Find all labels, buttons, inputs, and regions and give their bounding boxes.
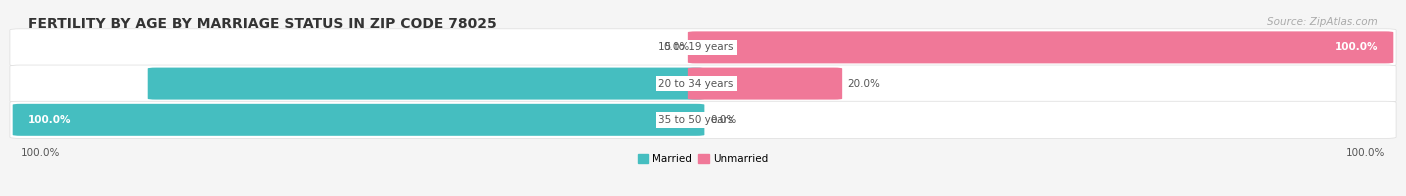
Text: FERTILITY BY AGE BY MARRIAGE STATUS IN ZIP CODE 78025: FERTILITY BY AGE BY MARRIAGE STATUS IN Z… — [28, 17, 496, 31]
Text: 20.0%: 20.0% — [848, 79, 880, 89]
FancyBboxPatch shape — [10, 65, 1396, 102]
FancyBboxPatch shape — [688, 68, 842, 100]
Text: 0.0%: 0.0% — [710, 115, 737, 125]
Text: 0.0%: 0.0% — [664, 42, 689, 52]
Text: 100.0%: 100.0% — [28, 115, 72, 125]
Text: 20 to 34 years: 20 to 34 years — [658, 79, 734, 89]
Text: 35 to 50 years: 35 to 50 years — [658, 115, 734, 125]
FancyBboxPatch shape — [148, 68, 704, 100]
Legend: Married, Unmarried: Married, Unmarried — [638, 154, 768, 164]
FancyBboxPatch shape — [688, 31, 1393, 63]
Text: 100.0%: 100.0% — [1346, 148, 1385, 158]
FancyBboxPatch shape — [10, 101, 1396, 138]
FancyBboxPatch shape — [10, 29, 1396, 66]
Text: 80.0%: 80.0% — [28, 79, 65, 89]
FancyBboxPatch shape — [13, 104, 704, 136]
Text: Source: ZipAtlas.com: Source: ZipAtlas.com — [1267, 17, 1378, 27]
Text: 100.0%: 100.0% — [1334, 42, 1378, 52]
Text: 100.0%: 100.0% — [21, 148, 60, 158]
Text: 15 to 19 years: 15 to 19 years — [658, 42, 734, 52]
